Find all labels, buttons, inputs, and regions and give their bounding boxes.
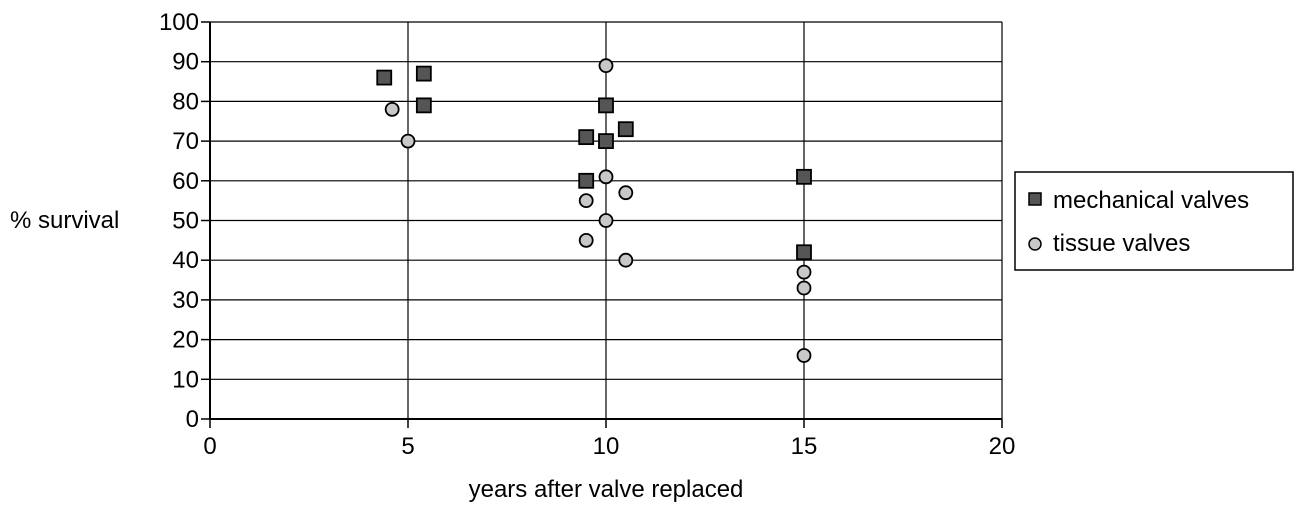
point-mechanical-valves-1 <box>415 65 432 82</box>
y-tick-label-10: 10 <box>172 366 199 393</box>
legend-marker-tissue-valves <box>1028 237 1042 251</box>
point-mechanical-valves-8 <box>796 168 812 185</box>
legend-box <box>1014 171 1294 271</box>
legend-marker-mechanical-valves <box>1028 192 1042 206</box>
point-mechanical-valves-2 <box>415 97 432 114</box>
point-tissue-valves-4 <box>598 58 614 74</box>
x-tick-label-10: 10 <box>593 433 620 460</box>
axes <box>201 21 1003 428</box>
y-tick-label-40: 40 <box>172 247 199 274</box>
x-axis-label: years after valve replaced <box>469 476 744 503</box>
legend-label-tissue-valves: tissue valves <box>1053 230 1190 257</box>
x-tick-label-15: 15 <box>791 433 818 460</box>
point-tissue-valves-2 <box>578 193 594 209</box>
y-tick-label-20: 20 <box>172 327 199 354</box>
point-tissue-valves-6 <box>598 213 614 228</box>
point-tissue-valves-5 <box>598 169 614 185</box>
y-tick-label-90: 90 <box>172 49 199 76</box>
y-tick-label-70: 70 <box>172 128 199 155</box>
point-mechanical-valves-6 <box>598 133 614 150</box>
x-tick-label-20: 20 <box>989 433 1016 460</box>
point-mechanical-valves-9 <box>796 244 812 261</box>
y-tick-label-60: 60 <box>172 168 199 195</box>
point-mechanical-valves-4 <box>578 172 595 189</box>
point-tissue-valves-3 <box>578 232 594 248</box>
point-tissue-valves-1 <box>400 133 416 149</box>
point-mechanical-valves-3 <box>578 129 595 146</box>
y-tick-label-0: 0 <box>186 406 199 433</box>
point-mechanical-valves-5 <box>598 97 614 114</box>
legend: mechanical valves tissue valves <box>1014 171 1294 271</box>
y-tick-label-80: 80 <box>172 88 199 115</box>
point-tissue-valves-9 <box>796 264 812 280</box>
y-tick-label-30: 30 <box>172 287 199 314</box>
data-points <box>376 58 812 363</box>
x-tick-label-5: 5 <box>401 433 414 460</box>
y-axis-label: % survival <box>10 207 119 234</box>
point-tissue-valves-7 <box>618 185 634 201</box>
point-tissue-valves-11 <box>796 348 812 363</box>
y-tick-label-100: 100 <box>159 9 199 36</box>
point-mechanical-valves-7 <box>617 121 634 138</box>
point-tissue-valves-0 <box>384 101 400 117</box>
y-tick-label-50: 50 <box>172 208 199 235</box>
legend-label-mechanical-valves: mechanical valves <box>1053 187 1249 214</box>
tick-labels: 0 10 20 30 40 50 60 70 80 90 100 0 5 10 15 20 <box>159 9 1015 460</box>
x-tick-label-0: 0 <box>203 433 216 460</box>
point-tissue-valves-10 <box>796 280 812 296</box>
point-mechanical-valves-0 <box>376 69 393 86</box>
point-tissue-valves-8 <box>618 252 634 268</box>
